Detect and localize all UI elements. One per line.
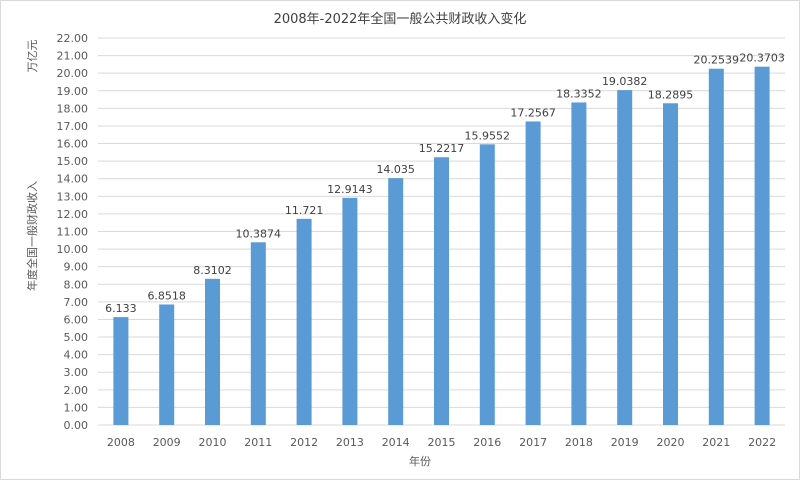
y-tick-label: 1.00 (64, 401, 89, 414)
x-tick-label: 2015 (428, 436, 456, 449)
data-label: 8.3102 (193, 264, 232, 277)
y-tick-label: 16.00 (57, 138, 89, 151)
bar (250, 242, 266, 425)
x-tick-label: 2013 (336, 436, 364, 449)
y-tick-label: 7.00 (64, 296, 89, 309)
y-tick-label: 17.00 (57, 120, 89, 133)
y-tick-label: 5.00 (64, 331, 89, 344)
bar (296, 218, 312, 425)
y-tick-label: 9.00 (64, 261, 89, 274)
x-tick-label: 2016 (473, 436, 501, 449)
data-label: 19.0382 (602, 75, 648, 88)
y-tick-label: 13.00 (57, 190, 89, 203)
data-label: 14.035 (376, 163, 415, 176)
y-tick-label: 21.00 (57, 50, 89, 63)
y-tick-label: 4.00 (64, 349, 89, 362)
x-tick-label: 2014 (382, 436, 410, 449)
data-label: 10.3874 (236, 227, 282, 240)
x-tick-label: 2021 (702, 436, 730, 449)
y-tick-label: 0.00 (64, 419, 89, 432)
bar (708, 68, 724, 425)
y-tick-label: 10.00 (57, 243, 89, 256)
x-tick-label: 2022 (748, 436, 776, 449)
x-tick-label: 2008 (107, 436, 135, 449)
bar (388, 178, 404, 425)
bar (571, 102, 587, 425)
data-label: 6.133 (105, 302, 137, 315)
data-label: 18.3352 (556, 87, 602, 100)
data-label: 18.2895 (648, 88, 694, 101)
y-tick-label: 12.00 (57, 208, 89, 221)
x-tick-label: 2018 (565, 436, 593, 449)
y-tick-label: 6.00 (64, 313, 89, 326)
bar (434, 157, 449, 426)
y-tick-label: 8.00 (64, 278, 89, 291)
y-tick-label: 11.00 (57, 226, 89, 239)
bar (754, 66, 770, 425)
x-tick-label: 2010 (199, 436, 227, 449)
bar (525, 121, 541, 425)
y-tick-label: 18.00 (57, 102, 89, 115)
data-label: 11.721 (285, 204, 324, 217)
x-axis-label: 年份 (409, 455, 431, 468)
chart-title: 2008年-2022年全国一般公共财政收入变化 (273, 12, 527, 27)
bar (113, 317, 129, 425)
data-label: 12.9143 (327, 183, 373, 196)
data-label: 20.3703 (739, 52, 785, 65)
x-tick-label: 2020 (657, 436, 685, 449)
x-tick-label: 2009 (153, 436, 181, 449)
data-label: 6.8518 (147, 289, 186, 302)
y-tick-label: 14.00 (57, 173, 89, 186)
bar (205, 278, 220, 425)
x-tick-label: 2017 (519, 436, 547, 449)
y-tick-label: 3.00 (64, 366, 89, 379)
y-tick-label: 20.00 (57, 67, 89, 80)
bar (617, 90, 633, 425)
bar (663, 103, 678, 426)
y-tick-label: 2.00 (64, 384, 89, 397)
data-label: 15.2217 (419, 142, 465, 155)
y-tick-label: 22.00 (57, 32, 89, 45)
x-tick-label: 2011 (244, 436, 272, 449)
bar (342, 197, 358, 425)
data-label: 20.2539 (694, 54, 740, 67)
data-label: 17.2567 (510, 106, 556, 119)
bar (479, 144, 495, 425)
bar (159, 304, 175, 425)
y-tick-label: 15.00 (57, 155, 89, 168)
x-tick-label: 2012 (290, 436, 318, 449)
y-tick-label: 19.00 (57, 85, 89, 98)
x-tick-label: 2019 (611, 436, 639, 449)
data-label: 15.9552 (465, 129, 511, 142)
